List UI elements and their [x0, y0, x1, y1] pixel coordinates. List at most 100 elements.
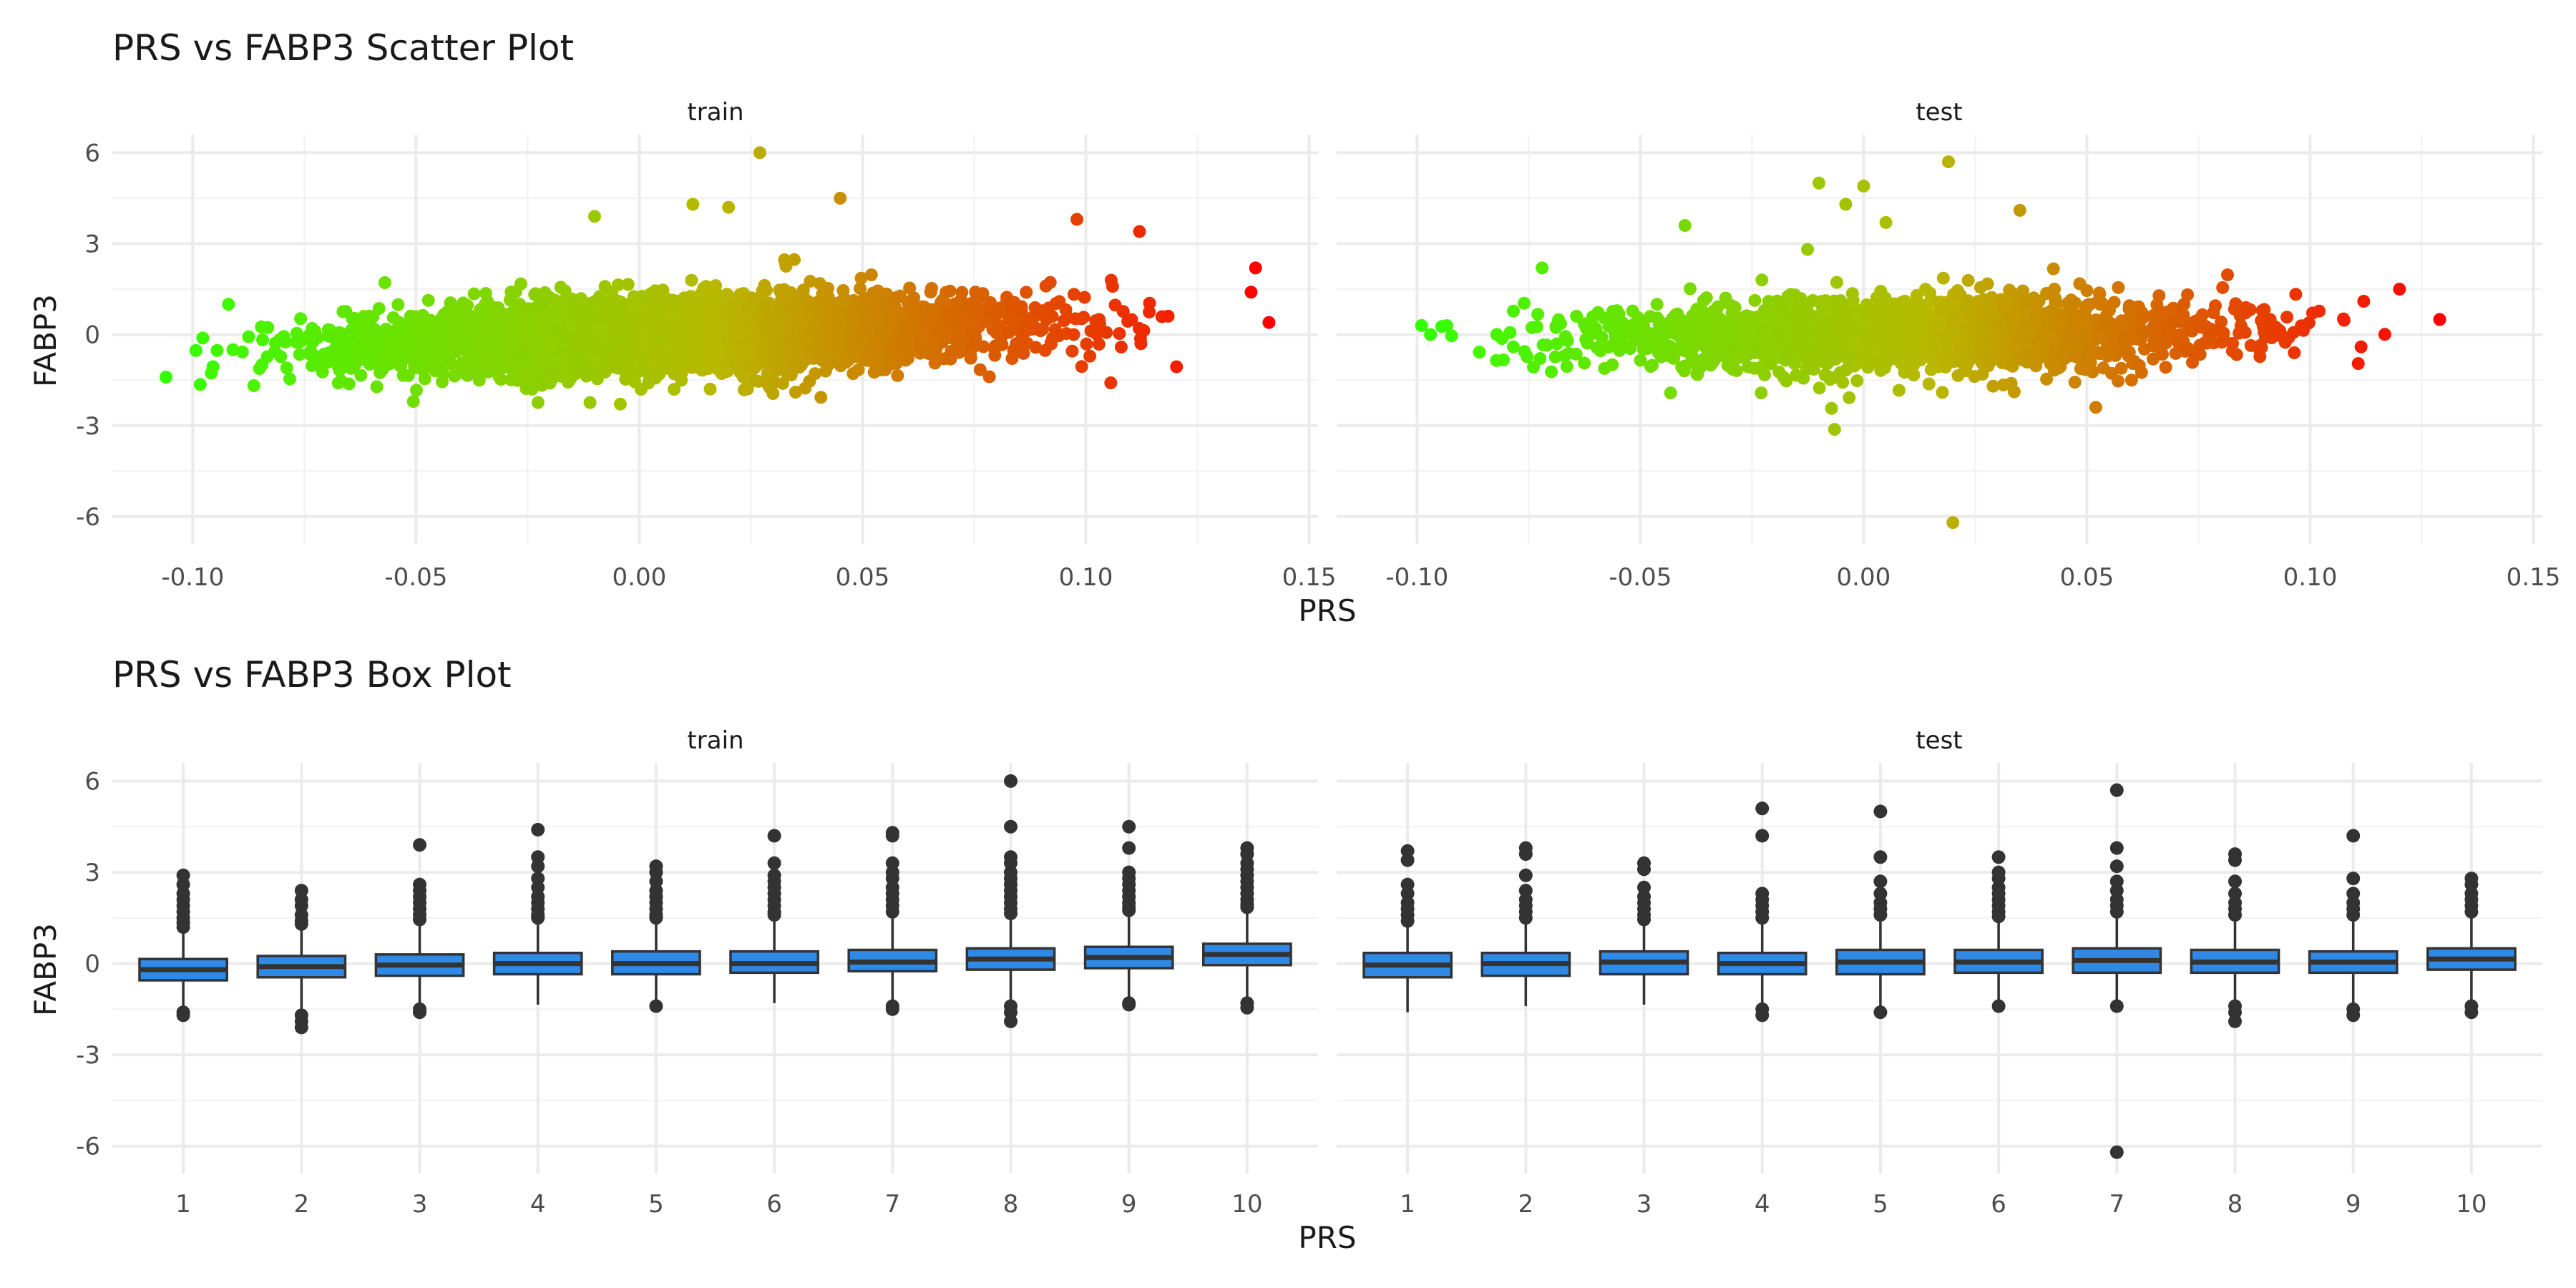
scatter-point	[1005, 352, 1019, 365]
scatter-point	[579, 328, 592, 342]
scatter-point	[891, 369, 904, 382]
scatter-point	[373, 328, 386, 341]
scatter-point	[253, 362, 266, 376]
scatter-point	[981, 315, 995, 328]
scatter-point	[256, 333, 269, 346]
scatter-point	[374, 363, 387, 376]
scatter-point	[499, 336, 512, 349]
scatter-point	[650, 336, 664, 349]
scatter-point	[705, 358, 718, 371]
scatter-point	[222, 298, 235, 311]
scatter-point	[973, 363, 987, 376]
scatter-point	[814, 391, 828, 404]
scatter-point	[1065, 344, 1079, 358]
scatter-point	[1039, 279, 1053, 293]
scatter-point	[1262, 316, 1276, 329]
scatter-point	[1108, 298, 1122, 312]
scatter-point	[406, 395, 420, 409]
scatter-point	[1170, 360, 1184, 374]
scatter-point	[1134, 337, 1148, 351]
scatter-point	[875, 328, 889, 342]
scatter-point	[1892, 384, 1906, 397]
scatter-point	[1058, 314, 1070, 328]
scatter-point	[616, 363, 630, 376]
scatter-point	[461, 369, 474, 382]
scatter-point	[1161, 309, 1175, 323]
scatter-point	[552, 310, 565, 323]
scatter-point	[761, 366, 774, 380]
scatter-point	[621, 278, 635, 291]
scatter-point	[875, 302, 889, 315]
scatter-points-train	[159, 146, 1276, 411]
scatter-point	[514, 277, 527, 291]
scatter-point	[674, 331, 688, 344]
scatter-point	[836, 284, 850, 297]
scatter-point	[1078, 291, 1091, 304]
scatter-point	[558, 356, 572, 370]
scatter-point	[701, 332, 714, 346]
scatter-point	[668, 383, 681, 396]
scatter-point	[1032, 305, 1045, 318]
scatter-point	[526, 341, 540, 354]
scatter-point	[925, 342, 939, 356]
scatter-point	[391, 298, 405, 311]
scatter-point	[668, 308, 681, 321]
scatter-point	[880, 287, 893, 301]
scatter-point	[992, 338, 1006, 352]
scatter-point	[570, 359, 583, 373]
scatter-strip-test: test	[1916, 98, 1962, 127]
scatter-point	[2159, 361, 2172, 374]
scatter-point	[1067, 288, 1080, 301]
scatter-point	[779, 260, 793, 273]
scatter-panel-test	[1337, 135, 2542, 544]
scatter-point	[1113, 327, 1126, 341]
scatter-point	[637, 313, 650, 326]
scatter-point	[344, 361, 358, 375]
scatter-point	[333, 364, 346, 377]
scatter-point	[466, 310, 479, 323]
scatter-point	[852, 363, 865, 376]
scatter-point	[893, 348, 907, 361]
scatter-point	[499, 309, 512, 323]
scatter-point	[952, 346, 966, 359]
scatter-point	[378, 276, 391, 289]
scatter-point	[421, 293, 435, 307]
scatter-point	[834, 297, 847, 311]
scatter-point	[993, 301, 1007, 315]
scatter-point	[419, 328, 433, 342]
scatter-point	[590, 372, 604, 386]
scatter-point	[1974, 280, 1987, 294]
scatter-point	[1830, 275, 1843, 289]
scatter-point	[598, 280, 612, 293]
scatter-point	[575, 303, 589, 317]
scatter-point	[738, 383, 751, 396]
scatter-point	[479, 287, 492, 301]
scatter-point	[283, 372, 296, 386]
scatter-point	[727, 308, 741, 322]
scatter-point	[600, 341, 613, 355]
scatter-point	[678, 318, 692, 332]
scatter-point	[608, 308, 621, 321]
scatter-point	[751, 331, 764, 344]
scatter-point	[448, 319, 461, 333]
scatter-point	[277, 330, 291, 343]
scatter-point	[189, 343, 203, 357]
scatter-point	[627, 290, 640, 303]
scatter-point	[562, 331, 575, 344]
scatter-point	[783, 293, 796, 306]
scatter-point	[394, 339, 408, 353]
scatter-point	[709, 318, 723, 331]
scatter-point	[1020, 286, 1033, 299]
scatter-point	[260, 350, 274, 364]
scatter-point	[867, 286, 880, 300]
scatter-point	[575, 292, 587, 306]
scatter-point	[1104, 273, 1118, 287]
scatter-point	[1092, 338, 1106, 351]
scatter-point	[1506, 340, 1520, 353]
scatter-point	[737, 368, 751, 381]
scatter-point	[1137, 323, 1151, 337]
scatter-point	[354, 369, 368, 382]
scatter-point	[1114, 341, 1128, 353]
scatter-point	[588, 210, 601, 223]
scatter-point	[193, 378, 207, 391]
